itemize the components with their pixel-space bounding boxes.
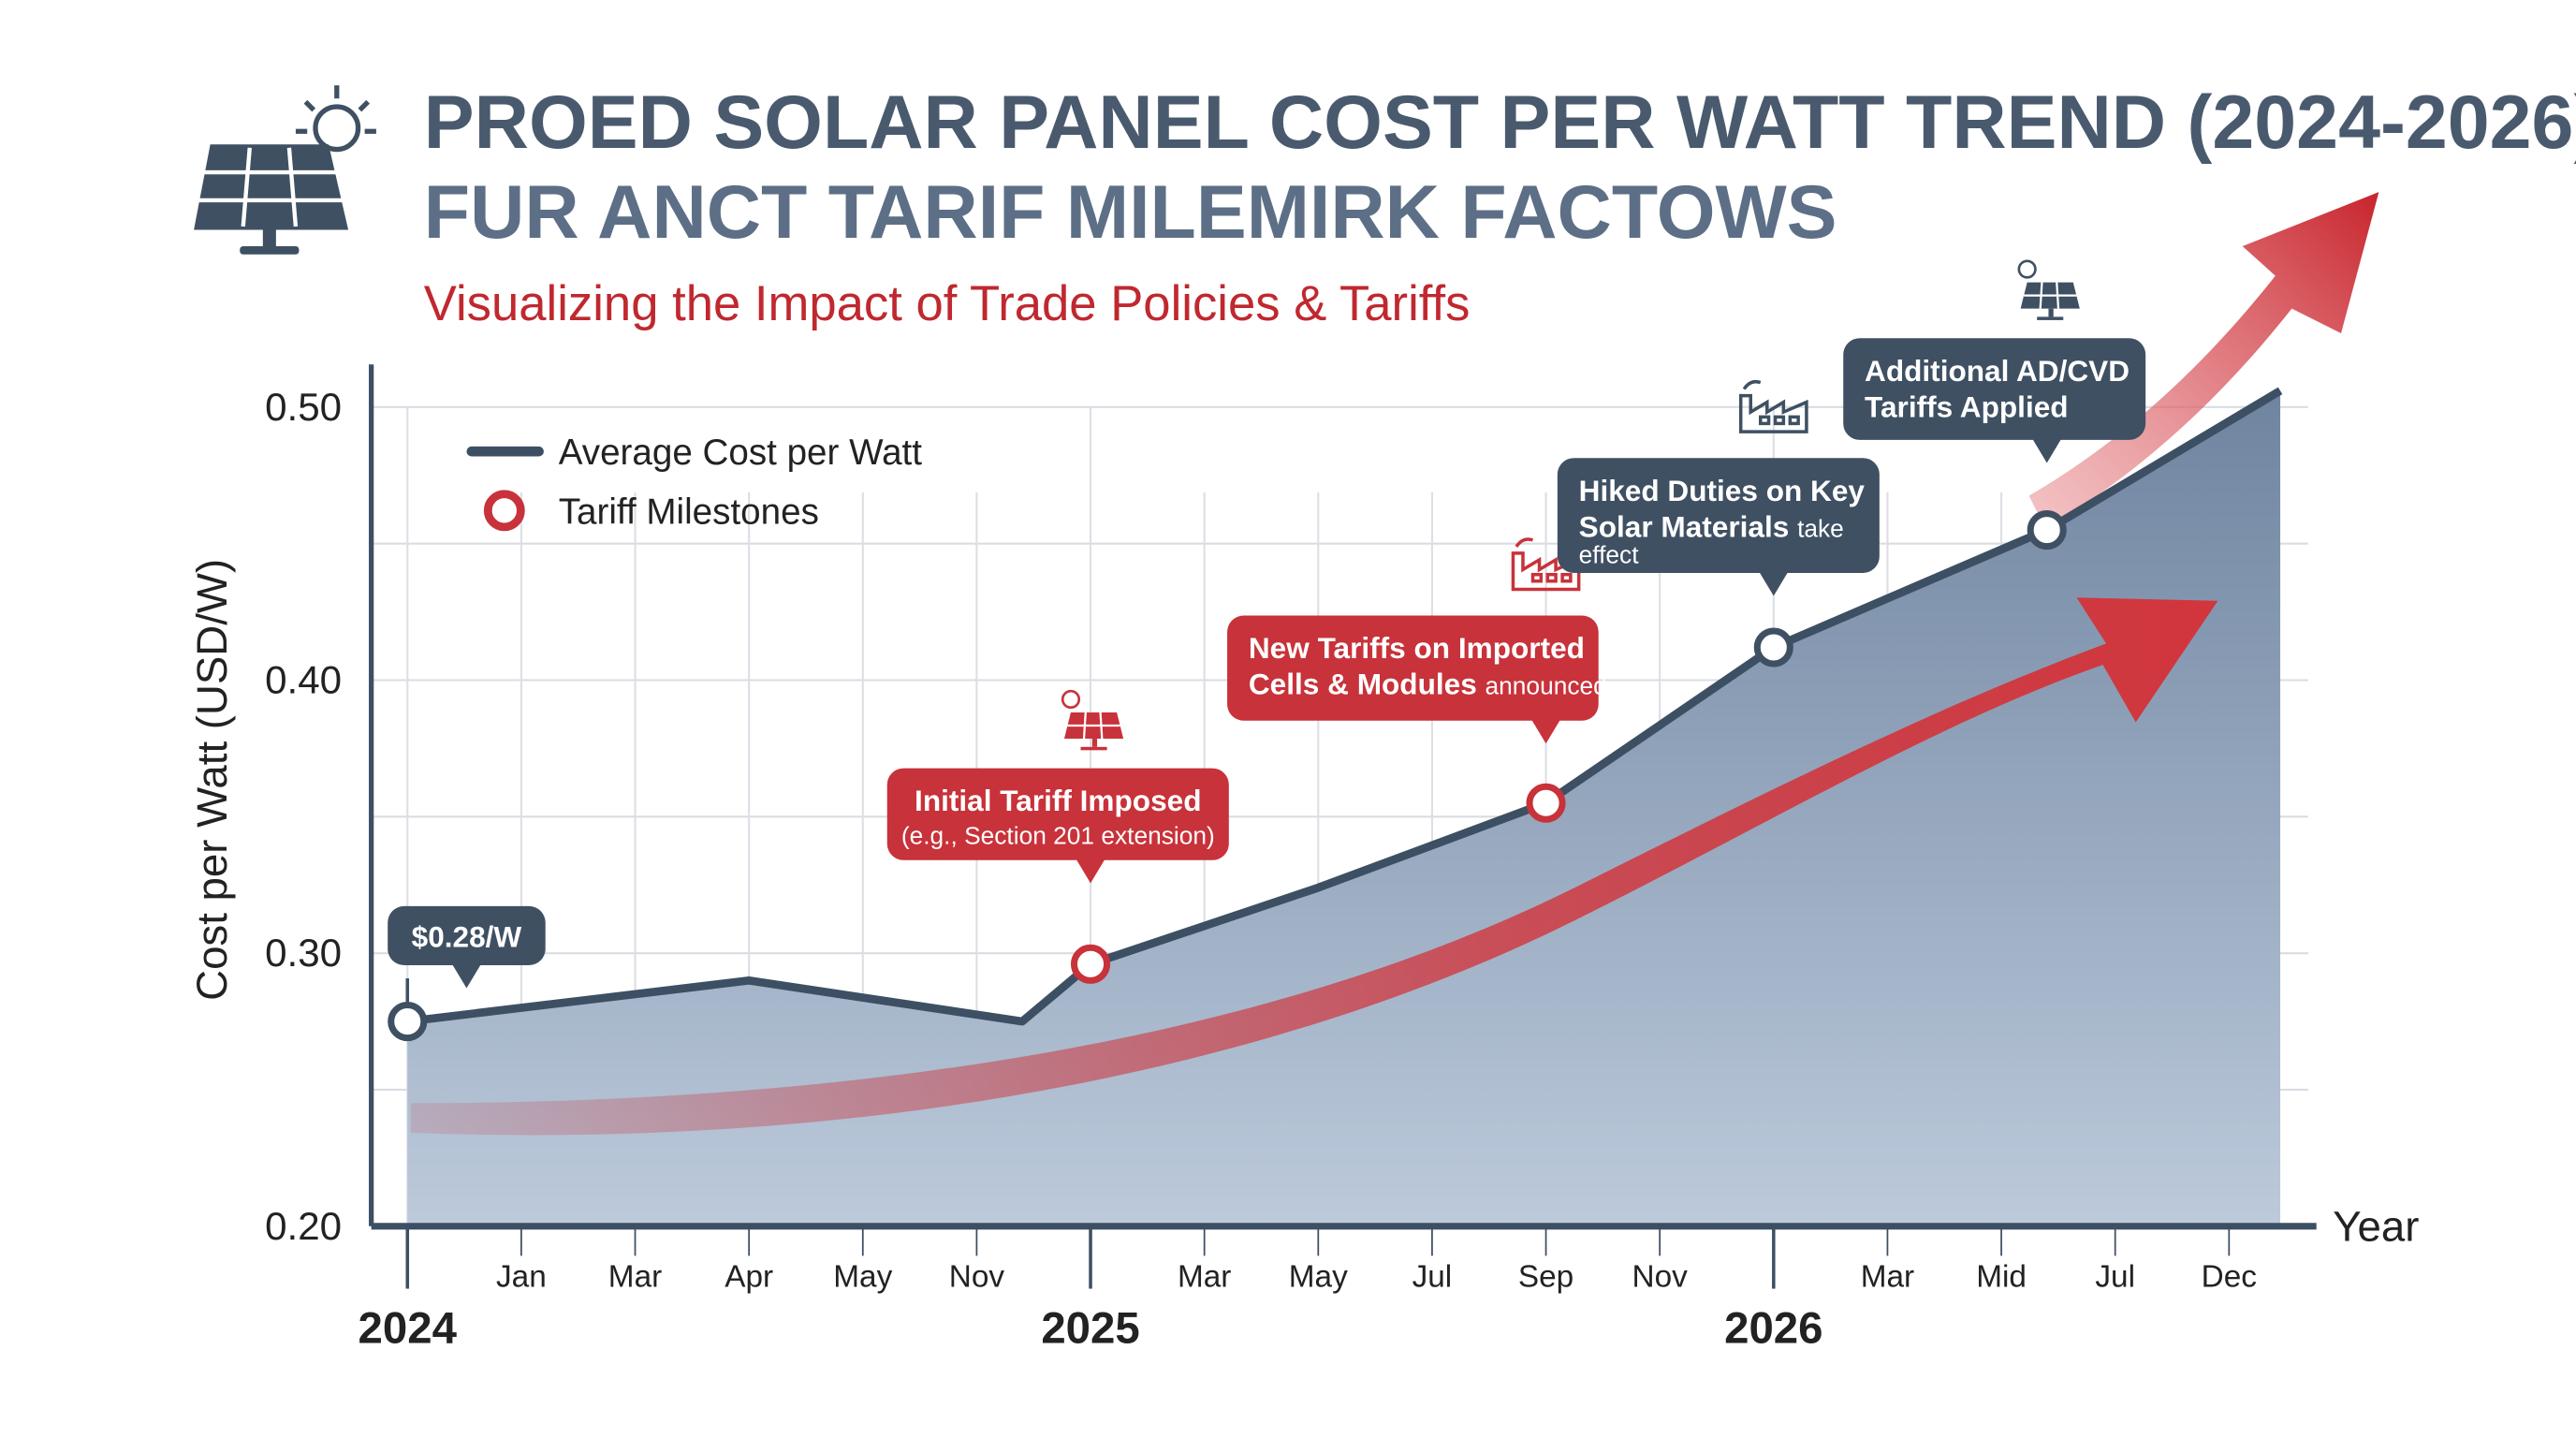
callout-box xyxy=(1227,615,1599,721)
x-tick-label: Mar xyxy=(1178,1260,1231,1295)
header-icon-solar-panel xyxy=(194,85,376,255)
callout-label: $0.28/W xyxy=(412,920,522,954)
callout-label: Hiked Duties on Key xyxy=(1579,474,1866,507)
x-year-label: 2024 xyxy=(359,1303,458,1353)
callout-pointer xyxy=(1530,719,1561,744)
milestone-marker xyxy=(1753,627,1793,668)
callout-label: New Tariffs on Imported xyxy=(1249,631,1585,665)
callout-detail: announced xyxy=(1486,672,1607,700)
legend-circle-marker xyxy=(483,490,525,532)
subtitle: Visualizing the Impact of Trade Policies… xyxy=(424,276,1471,331)
solar-panel-icon xyxy=(2017,259,2080,320)
x-tick-label: Mar xyxy=(608,1260,662,1295)
y-axis-title: Cost per Watt (USD/W) xyxy=(188,559,236,1001)
callout-label: Initial Tariff Imposed xyxy=(915,784,1201,817)
callout-label-2: Cells & Modules announced xyxy=(1249,668,1607,701)
x-tick-label: Jul xyxy=(2095,1260,2135,1295)
trend-arrows xyxy=(410,192,2379,1136)
x-tick-label: Sep xyxy=(1518,1260,1573,1295)
callout-label: Additional AD/CVD xyxy=(1865,354,2130,388)
y-tick-label: 0.50 xyxy=(265,385,342,429)
x-year-label: 2025 xyxy=(1041,1303,1139,1353)
series-area-fill xyxy=(407,390,2281,1226)
x-tick-label: Dec xyxy=(2202,1260,2257,1295)
callout-detail-2: effect xyxy=(1579,540,1640,568)
x-year-label: 2026 xyxy=(1724,1303,1822,1353)
x-axis-title: Year xyxy=(2333,1203,2419,1251)
y-tick-label: 0.20 xyxy=(265,1204,342,1248)
callout-box xyxy=(388,905,546,966)
milestone-callout: Initial Tariff Imposed (e.g., Section 201… xyxy=(886,689,1229,984)
callout-box xyxy=(1557,458,1880,573)
callout-pointer xyxy=(1759,571,1789,596)
callout-label-2-text: Cells & Modules xyxy=(1249,668,1486,701)
callout-detail: (e.g., Section 201 extension) xyxy=(901,821,1215,849)
milestone-marker xyxy=(388,1002,428,1042)
x-tick-label: Apr xyxy=(724,1260,773,1295)
callout-pointer xyxy=(2031,438,2062,463)
milestone-marker xyxy=(1070,944,1111,984)
x-tick-label: May xyxy=(833,1260,892,1295)
callout-box xyxy=(1843,338,2146,440)
callout-pointer xyxy=(451,963,482,989)
callout-box xyxy=(886,768,1229,860)
x-tick-label: Mar xyxy=(1861,1260,1914,1295)
callout-label-2: Solar Materials take xyxy=(1579,509,1844,543)
legend-label-milestones: Tariff Milestones xyxy=(559,492,819,532)
title-line-1: PROED SOLAR PANEL COST PER WATT TREND (2… xyxy=(424,81,2576,165)
legend-label-cost: Average Cost per Watt xyxy=(559,433,923,473)
factory-icon xyxy=(1738,379,1808,433)
legend: Average Cost per Watt Tariff Milestones xyxy=(466,433,923,532)
x-tick-label: Nov xyxy=(949,1260,1005,1295)
callout-detail: take xyxy=(1797,514,1844,542)
milestone-marker xyxy=(2027,510,2067,550)
x-tick-label: Nov xyxy=(1632,1260,1689,1295)
title-line-2: FUR ANCT TARIF MILEMIRK FACTOWS xyxy=(424,170,1837,255)
trend-arrow-upper xyxy=(2028,192,2379,529)
callout-pointer xyxy=(1076,858,1105,884)
y-tick-label: 0.40 xyxy=(265,658,342,702)
milestone-callout: $0.28/W xyxy=(388,905,546,1042)
milestone-marker xyxy=(1526,783,1566,823)
solar-panel-icon xyxy=(1061,689,1124,751)
x-tick-label: Jan xyxy=(496,1260,547,1295)
x-tick-label: Jul xyxy=(1412,1260,1453,1295)
axes: 0.50 0.40 0.30 0.20 Cost per Watt (USD/W) Yea… xyxy=(188,364,2419,1353)
x-tick-label: May xyxy=(1289,1260,1348,1295)
callout-label-2-text: Tariffs Applied xyxy=(1865,389,2069,423)
callout-label-2: Tariffs Applied xyxy=(1865,389,2069,423)
callout-label-2-text: Solar Materials xyxy=(1579,509,1797,543)
series-line-average-cost xyxy=(406,387,2283,1026)
x-tick-label: Mid xyxy=(1976,1260,2027,1295)
y-tick-label: 0.30 xyxy=(265,931,342,975)
